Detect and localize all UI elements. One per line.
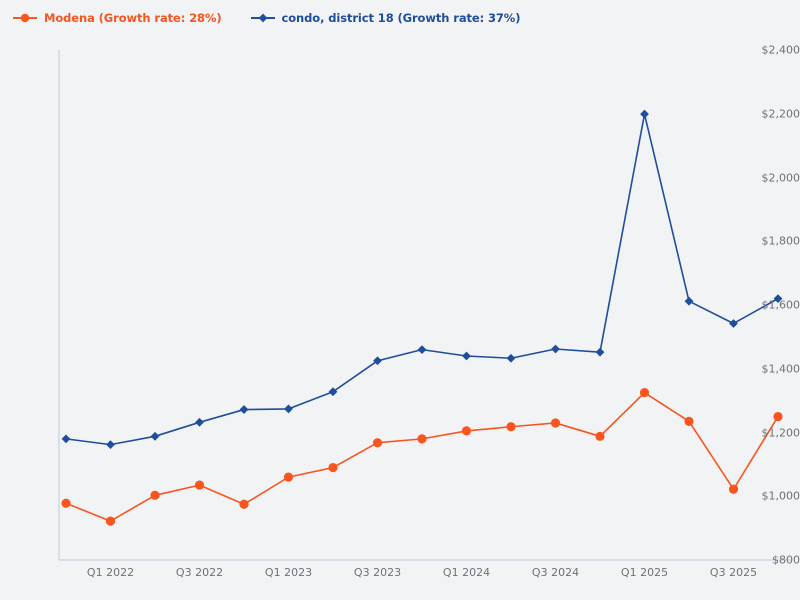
data-point (684, 296, 694, 306)
data-point (595, 431, 605, 441)
x-tick-label: Q1 2025 (620, 566, 669, 579)
data-point (728, 484, 739, 494)
data-point (550, 418, 561, 428)
y-tick-label: $1,000 (761, 489, 800, 503)
x-tick-label: Q3 2024 (531, 566, 580, 579)
x-tick-label: Q1 2024 (442, 566, 491, 579)
data-point (640, 109, 649, 119)
data-point (106, 440, 115, 450)
data-point (729, 319, 738, 328)
data-point (150, 431, 160, 441)
series-line (65, 113, 779, 446)
data-point (773, 294, 783, 304)
data-point (373, 356, 382, 366)
x-tick-label: Q1 2023 (264, 566, 313, 579)
data-point (417, 434, 427, 444)
y-tick-label: $1,400 (761, 362, 800, 376)
data-point (239, 499, 249, 509)
data-point (328, 462, 338, 473)
chart-legend: Modena (Growth rate: 28%) condo, distric… (0, 0, 800, 36)
x-tick-label: Q1 2022 (86, 566, 135, 579)
series-line (65, 391, 779, 522)
y-tick-label: $2,400 (761, 43, 800, 57)
data-point (595, 347, 605, 357)
y-tick-label: $800 (772, 553, 800, 567)
x-tick-label: Q3 2023 (353, 566, 402, 579)
y-tick-label: $1,200 (761, 426, 800, 439)
data-point (773, 411, 783, 422)
diamond-line-marker-icon (250, 13, 275, 23)
data-point (417, 345, 427, 355)
legend-label-series-a: Modena (Growth rate: 28%) (44, 11, 222, 25)
data-point (639, 388, 650, 398)
data-point (61, 498, 71, 508)
legend-label-series-b: condo, district 18 (Growth rate: 37%) (281, 11, 521, 25)
data-point (150, 490, 160, 500)
data-point (105, 516, 116, 526)
y-tick-label: $1,600 (761, 298, 800, 312)
data-point (328, 387, 338, 397)
series-series-b (61, 109, 783, 450)
y-tick-label: $2,000 (761, 171, 800, 184)
data-point (239, 405, 249, 414)
data-point (506, 353, 516, 363)
data-point (195, 417, 204, 427)
circle-line-marker-icon (13, 13, 37, 23)
series-series-a (61, 388, 783, 526)
x-tick-label: Q3 2025 (709, 566, 758, 579)
x-tick-label: Q3 2022 (175, 566, 224, 579)
legend-item-series-a[interactable]: Modena (Growth rate: 28%) (12, 11, 222, 25)
data-point (461, 426, 472, 436)
data-point (284, 404, 293, 414)
data-point (684, 416, 694, 426)
y-tick-label: $1,800 (761, 234, 800, 248)
legend-item-series-b[interactable]: condo, district 18 (Growth rate: 37%) (250, 11, 521, 25)
y-tick-label: $2,200 (761, 107, 800, 121)
data-point (194, 480, 205, 490)
data-point (283, 472, 294, 482)
data-point (462, 351, 471, 361)
data-point (372, 438, 383, 448)
data-point (61, 434, 71, 444)
data-point (506, 422, 516, 432)
data-point (551, 344, 560, 354)
